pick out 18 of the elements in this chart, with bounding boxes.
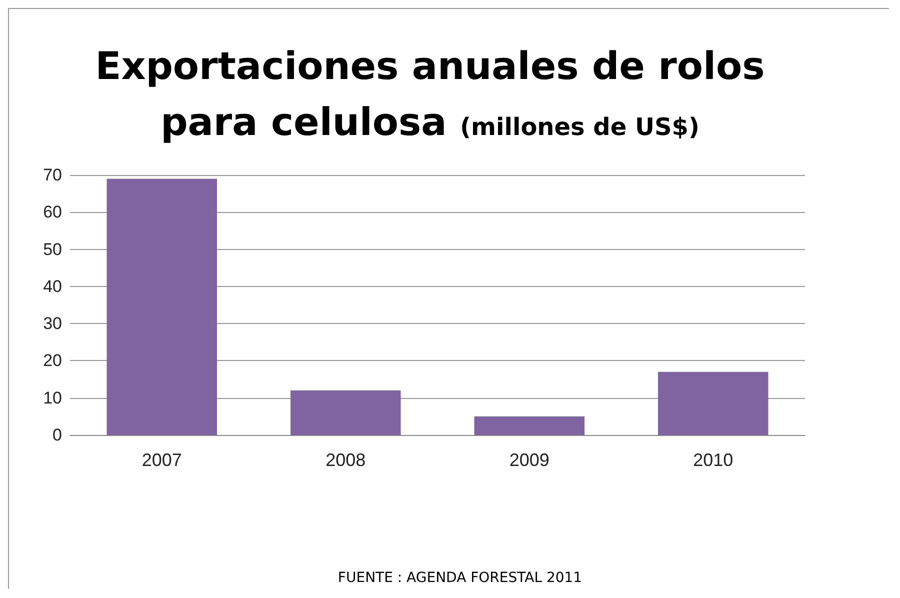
x-tick-label: 2007 xyxy=(142,450,182,470)
y-tick-label: 40 xyxy=(43,276,62,296)
chart-subtitle: (millones de US$) xyxy=(460,113,700,141)
y-tick-label: 50 xyxy=(43,240,62,259)
y-tick-label: 30 xyxy=(43,314,62,334)
y-tick-label: 10 xyxy=(43,388,62,408)
x-tick-label: 2010 xyxy=(693,450,734,470)
y-tick-label: 60 xyxy=(43,202,62,222)
x-tick-label: 2009 xyxy=(509,450,550,470)
source-note: FUENTE : AGENDA FORESTAL 2011 xyxy=(336,570,584,586)
x-tick-label: 2008 xyxy=(326,450,366,470)
bar xyxy=(658,372,768,435)
y-tick-label: 20 xyxy=(43,351,62,370)
y-tick-label: 0 xyxy=(52,426,62,444)
bar xyxy=(106,178,217,435)
bar xyxy=(290,390,401,435)
y-tick-label: 70 xyxy=(43,166,62,184)
bar xyxy=(474,416,584,435)
